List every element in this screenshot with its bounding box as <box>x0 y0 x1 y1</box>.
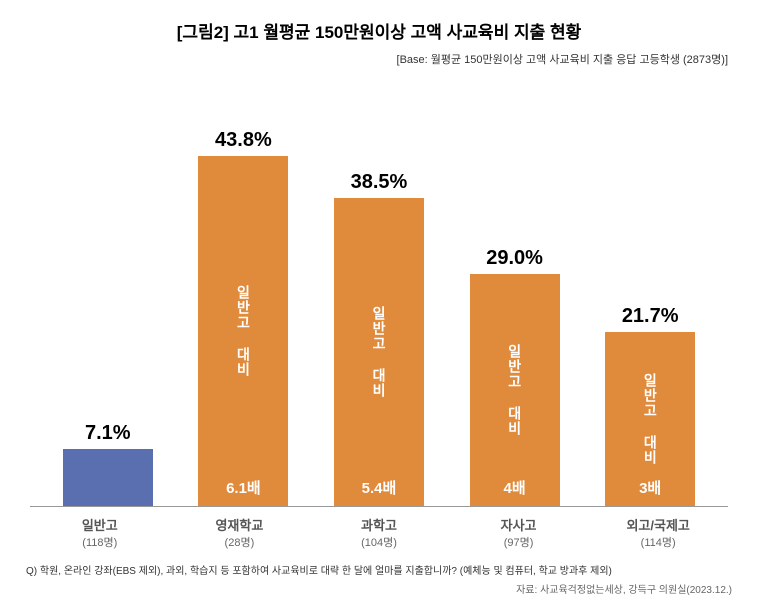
bar-inner-text: 일반고 대비 <box>505 344 523 436</box>
bar-value-label: 7.1% <box>85 422 131 445</box>
bar-group: 38.5% 일반고 대비 5.4배 <box>319 171 439 506</box>
bar-multiplier: 5.4배 <box>362 477 397 498</box>
bar-value-label: 29.0% <box>486 247 543 270</box>
x-axis-label: 일반고(118명) <box>40 515 160 550</box>
question-text: Q) 학원, 온라인 강좌(EBS 제외), 과외, 학습지 등 포함하여 사교… <box>26 562 732 577</box>
x-axis-label: 영재학교(28명) <box>179 515 299 550</box>
chart-title: [그림2] 고1 월평균 150만원이상 고액 사교육비 지출 현황 <box>20 18 738 43</box>
bar-value-label: 38.5% <box>351 171 408 194</box>
bar: 일반고 대비 3배 <box>605 332 695 506</box>
chart-footer: Q) 학원, 온라인 강좌(EBS 제외), 과외, 학습지 등 포함하여 사교… <box>20 562 738 596</box>
bar-multiplier: 6.1배 <box>226 477 261 498</box>
category-name: 외고/국제고 <box>598 515 718 534</box>
category-name: 영재학교 <box>179 515 299 534</box>
source-text: 자료: 사교육걱정없는세상, 강득구 의원실(2023.12.) <box>26 581 732 596</box>
bar <box>63 449 153 506</box>
category-name: 과학고 <box>319 515 439 534</box>
x-axis-label: 자사고(97명) <box>459 515 579 550</box>
bar-inner-text: 일반고 대비 <box>234 285 252 377</box>
bar: 일반고 대비 5.4배 <box>334 198 424 506</box>
category-name: 자사고 <box>459 515 579 534</box>
chart-subtitle: [Base: 월평균 150만원이상 고액 사교육비 지출 응답 고등학생 (2… <box>20 51 738 67</box>
x-axis-label: 외고/국제고(114명) <box>598 515 718 550</box>
bar-group: 21.7% 일반고 대비 3배 <box>590 305 710 506</box>
bar-group: 43.8% 일반고 대비 6.1배 <box>183 129 303 506</box>
bar-inner-text: 일반고 대비 <box>641 373 659 465</box>
category-count: (97명) <box>459 534 579 550</box>
category-count: (114명) <box>598 534 718 550</box>
bar: 일반고 대비 4배 <box>470 274 560 506</box>
bar-group: 29.0% 일반고 대비 4배 <box>455 247 575 506</box>
bars-container: 7.1% 43.8% 일반고 대비 6.1배 38.5% 일반고 대비 5.4배 29.0% 일… <box>30 107 728 506</box>
bar-multiplier: 4배 <box>504 477 526 498</box>
category-count: (118명) <box>40 534 160 550</box>
x-axis-labels: 일반고(118명) 영재학교(28명) 과학고(104명) 자사고(97명) 외고/국제… <box>30 515 728 550</box>
bar-multiplier: 3배 <box>639 477 661 498</box>
bar-value-label: 43.8% <box>215 129 272 152</box>
category-name: 일반고 <box>40 515 160 534</box>
bar-value-label: 21.7% <box>622 305 679 328</box>
bar-inner-text: 일반고 대비 <box>370 306 388 398</box>
x-axis-label: 과학고(104명) <box>319 515 439 550</box>
bar-group: 7.1% <box>48 422 168 506</box>
category-count: (104명) <box>319 534 439 550</box>
bar: 일반고 대비 6.1배 <box>198 156 288 506</box>
category-count: (28명) <box>179 534 299 550</box>
chart-area: 7.1% 43.8% 일반고 대비 6.1배 38.5% 일반고 대비 5.4배 29.0% 일… <box>30 107 728 507</box>
